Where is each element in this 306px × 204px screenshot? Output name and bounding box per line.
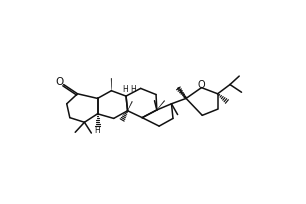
Text: O: O [56, 77, 64, 87]
Text: H: H [130, 85, 136, 94]
Polygon shape [157, 100, 165, 110]
Text: O: O [198, 80, 205, 90]
Polygon shape [111, 78, 112, 91]
Text: H: H [95, 126, 100, 135]
Polygon shape [128, 101, 132, 111]
Text: H: H [122, 85, 128, 94]
